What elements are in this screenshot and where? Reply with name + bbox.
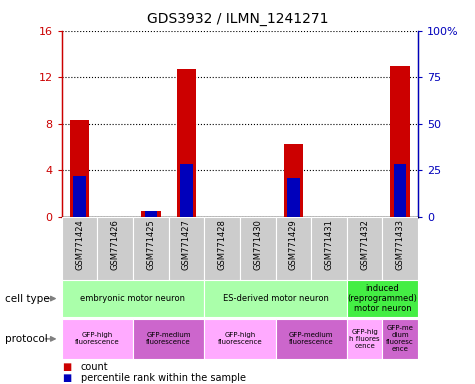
Bar (62, 280, 204, 317)
Bar (240, 217, 276, 280)
Bar (347, 280, 418, 317)
Bar (169, 217, 204, 280)
Bar (62, 319, 133, 359)
Text: count: count (81, 362, 108, 372)
Text: GFP-me
dium
fluoresc
ence: GFP-me dium fluoresc ence (386, 325, 414, 353)
Bar (284, 144, 303, 217)
Text: GSM771426: GSM771426 (111, 219, 120, 270)
Bar (394, 164, 407, 217)
Bar (390, 66, 410, 217)
Bar (276, 319, 347, 359)
Text: ES-derived motor neuron: ES-derived motor neuron (223, 294, 328, 303)
Bar (287, 178, 300, 217)
Text: cell type: cell type (5, 293, 49, 304)
Bar (180, 164, 193, 217)
Text: GSM771430: GSM771430 (253, 219, 262, 270)
Bar (177, 69, 196, 217)
Bar (347, 319, 382, 359)
Bar (204, 319, 276, 359)
Bar (133, 217, 169, 280)
Text: GSM771424: GSM771424 (75, 219, 84, 270)
Bar (144, 211, 157, 217)
Bar (204, 217, 240, 280)
Bar (347, 217, 382, 280)
Bar (97, 217, 133, 280)
Text: GSM771432: GSM771432 (360, 219, 369, 270)
Text: GFP-medium
fluorescence: GFP-medium fluorescence (289, 333, 333, 345)
Text: GSM771431: GSM771431 (324, 219, 333, 270)
Bar (276, 217, 311, 280)
Bar (133, 319, 204, 359)
Text: induced
(reprogrammed)
motor neuron: induced (reprogrammed) motor neuron (347, 284, 418, 313)
Text: GFP-medium
fluorescence: GFP-medium fluorescence (146, 333, 191, 345)
Text: GSM771425: GSM771425 (146, 219, 155, 270)
Bar (382, 319, 418, 359)
Text: GFP-high
fluorescence: GFP-high fluorescence (75, 333, 120, 345)
Bar (70, 120, 89, 217)
Bar (73, 176, 86, 217)
Text: GSM771428: GSM771428 (218, 219, 227, 270)
Text: GDS3932 / ILMN_1241271: GDS3932 / ILMN_1241271 (147, 12, 328, 25)
Text: embryonic motor neuron: embryonic motor neuron (80, 294, 186, 303)
Bar (311, 217, 347, 280)
Text: GFP-hig
h fluores
cence: GFP-hig h fluores cence (349, 329, 380, 349)
Text: ■: ■ (62, 362, 71, 372)
Text: percentile rank within the sample: percentile rank within the sample (81, 373, 246, 383)
Bar (204, 280, 347, 317)
Text: GSM771433: GSM771433 (396, 219, 405, 270)
Bar (382, 217, 418, 280)
Text: ■: ■ (62, 373, 71, 383)
Text: GSM771427: GSM771427 (182, 219, 191, 270)
Text: GFP-high
fluorescence: GFP-high fluorescence (218, 333, 262, 345)
Bar (62, 217, 97, 280)
Bar (141, 211, 161, 217)
Text: GSM771429: GSM771429 (289, 219, 298, 270)
Text: protocol: protocol (5, 334, 48, 344)
